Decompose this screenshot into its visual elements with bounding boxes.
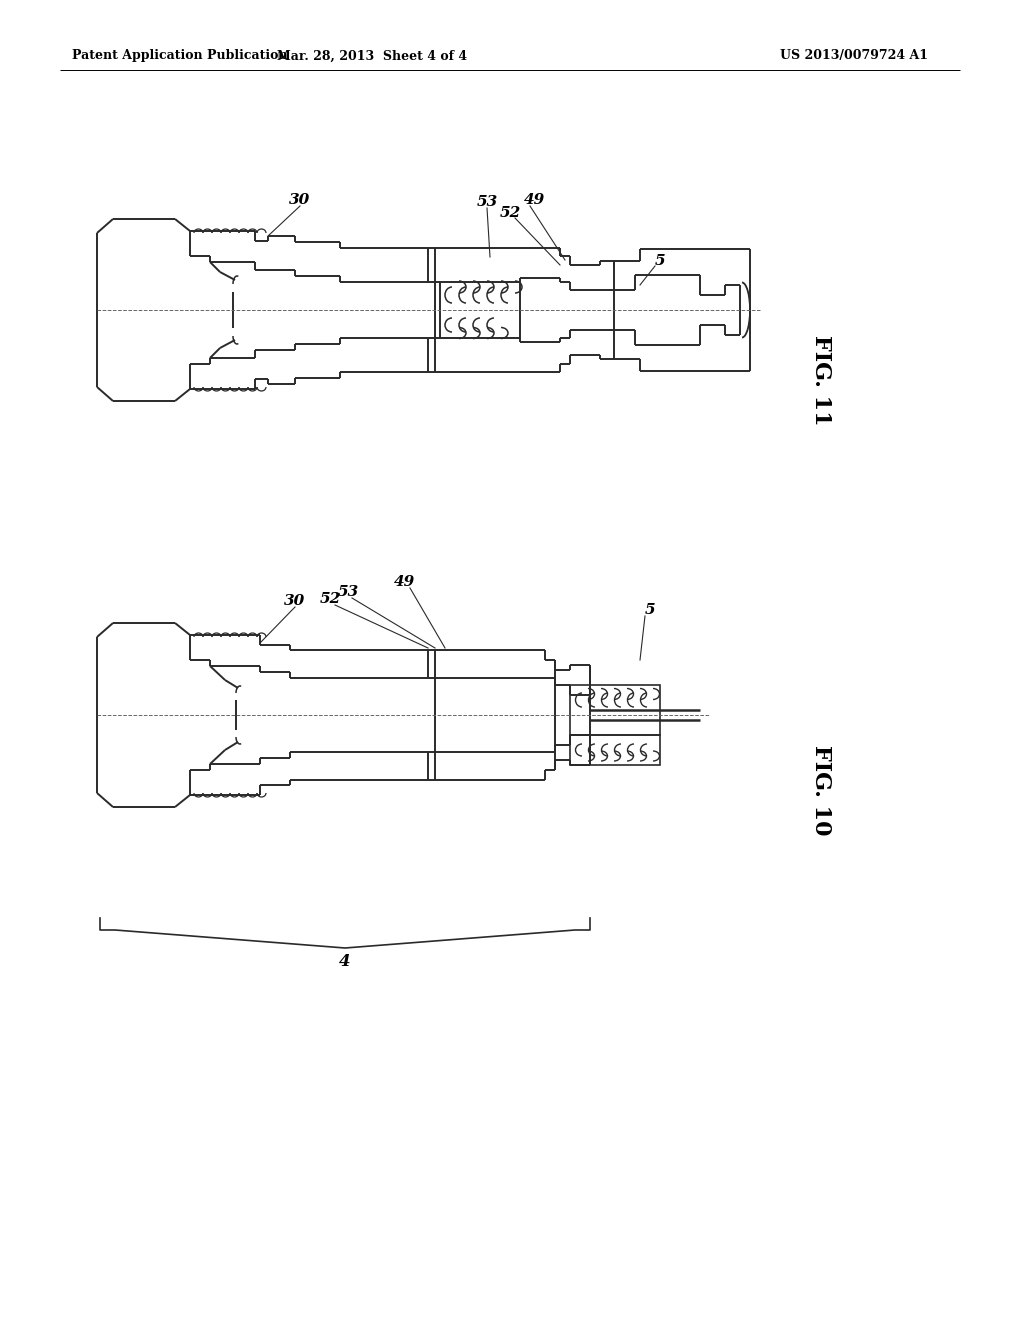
Text: 49: 49 [394, 576, 416, 589]
Text: 5: 5 [645, 603, 655, 616]
Text: Mar. 28, 2013  Sheet 4 of 4: Mar. 28, 2013 Sheet 4 of 4 [276, 49, 467, 62]
Text: 53: 53 [476, 195, 498, 209]
Text: 5: 5 [654, 253, 666, 268]
Text: 49: 49 [524, 193, 546, 207]
Text: Patent Application Publication: Patent Application Publication [72, 49, 288, 62]
Text: US 2013/0079724 A1: US 2013/0079724 A1 [780, 49, 928, 62]
Text: FIG. 10: FIG. 10 [810, 744, 831, 836]
Text: FIG. 11: FIG. 11 [810, 335, 831, 425]
Bar [570, 735, 660, 766]
Text: 52: 52 [500, 206, 520, 220]
Bar [570, 685, 660, 735]
Text: 53: 53 [337, 585, 358, 599]
Text: 30: 30 [285, 594, 305, 609]
Text: 52: 52 [319, 591, 341, 606]
Text: 4: 4 [339, 953, 351, 970]
Text: 30: 30 [290, 193, 310, 207]
